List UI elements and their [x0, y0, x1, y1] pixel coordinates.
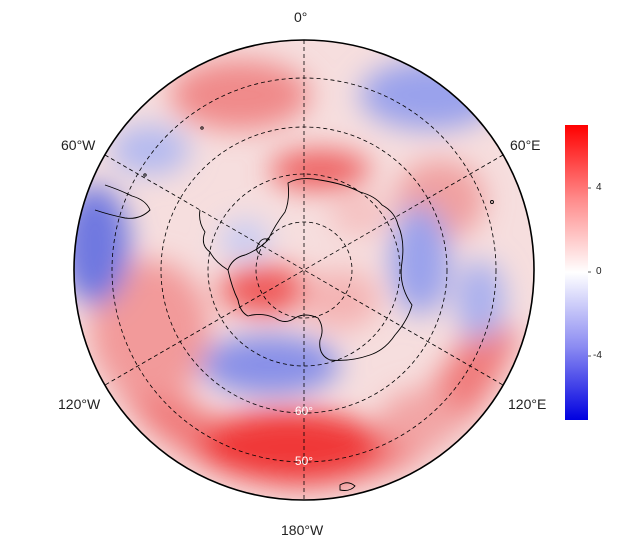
- colorbar-gradient: [565, 125, 588, 420]
- longitude-label-120w: 120°W: [58, 396, 101, 412]
- longitude-label-60w: 60°W: [61, 137, 96, 153]
- longitude-label-180w: 180°W: [281, 522, 324, 538]
- longitude-label-0: 0°: [294, 9, 308, 25]
- coastline: [94, 126, 494, 491]
- latitude-label-60: 60°: [295, 404, 313, 418]
- map-boundary: [73, 39, 535, 501]
- colorbar-label-neg4: -4: [593, 350, 602, 361]
- anomaly-field: [74, 40, 534, 500]
- colorbar-label-4: 4: [596, 182, 602, 193]
- colorbar-label-0: 0: [596, 266, 602, 277]
- colorbar: [565, 125, 591, 420]
- longitude-label-120e: 120°E: [508, 396, 547, 412]
- latitude-label-50: 50°: [295, 454, 313, 468]
- graticule: [104, 40, 504, 500]
- longitude-label-60e: 60°E: [510, 137, 541, 153]
